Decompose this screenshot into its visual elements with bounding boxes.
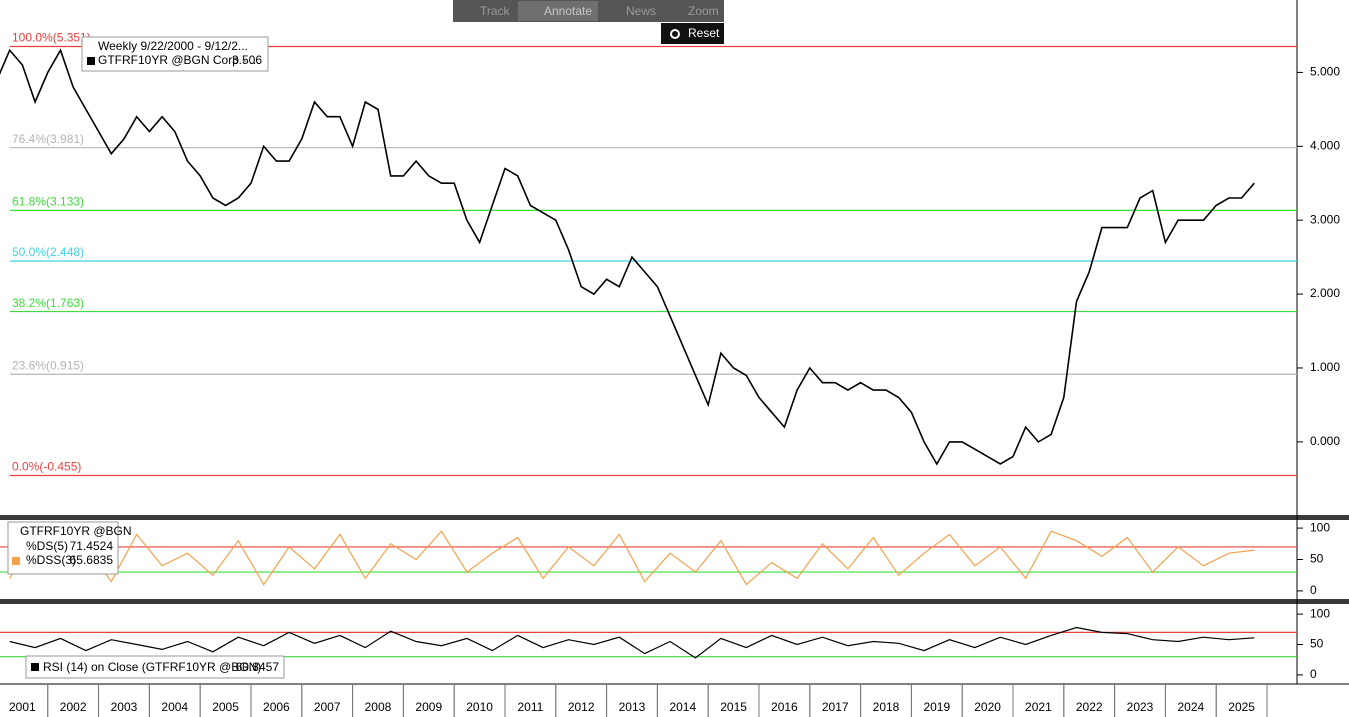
x-tick-label: 2017 [822,700,849,714]
x-tick-label: 2005 [212,700,239,714]
y-tick-label: 2.000 [1310,286,1340,300]
x-tick-label: 2024 [1177,700,1204,714]
y-tick-label: 5.000 [1310,65,1340,79]
news-button[interactable]: News [626,4,656,18]
reset-bg [661,23,724,44]
legend-name: GTFRF10YR @BGN Corp - ... [98,53,260,67]
legend-value: 65.6835 [70,553,114,567]
legend-swatch [31,663,39,671]
x-tick-label: 2012 [568,700,595,714]
x-tick-label: 2009 [415,700,442,714]
y-tick-label: 3.000 [1310,212,1340,226]
legend-name: RSI (14) on Close (GTFRF10YR @BGN) [43,660,261,674]
legend-subtitle: GTFRF10YR @BGN [20,524,132,538]
level-label: 38.2%(1.763) [12,296,84,310]
legend-name: %DS(5) [26,539,68,553]
x-tick-label: 2010 [466,700,493,714]
x-tick-label: 2015 [720,700,747,714]
legend-subtitle: Weekly 9/22/2000 - 9/12/2... [98,39,248,53]
level-label: 100.0%(5.351) [12,31,91,45]
x-tick-label: 2001 [9,700,36,714]
reset-icon [670,29,680,39]
x-tick-label: 2011 [517,700,543,714]
legend-box [81,36,269,72]
level-label: 0.0%(-0.455) [12,460,81,474]
series-line [9,530,1255,586]
button-bg [518,1,598,21]
legend-box [25,655,285,679]
y-tick-label: 0 [1310,667,1317,681]
x-tick-label: 2007 [314,700,341,714]
x-tick-label: 2004 [161,700,188,714]
legend-box [7,521,119,575]
y-tick-label: 100 [1310,606,1330,620]
reset-button[interactable]: Reset [688,26,720,40]
level-label: 50.0%(2.448) [12,245,84,259]
plot [9,626,1255,659]
x-tick-label: 2025 [1228,700,1255,714]
y-tick-label: 4.000 [1310,138,1340,152]
y-tick-label: 100 [1310,520,1330,534]
x-tick-label: 2021 [1025,700,1052,714]
toolbar: Track Annotate News Zoom Reset [453,0,724,44]
legend-value: 71.4524 [70,539,114,553]
y-tick-label: 0.000 [1310,434,1340,448]
panel-divider [0,515,1349,520]
legend-value: 60.8457 [236,660,280,674]
x-tick-label: 2014 [669,700,696,714]
legend-swatch [87,57,95,65]
annotate-button[interactable]: Annotate [544,4,592,18]
x-tick-label: 2002 [60,700,87,714]
x-tick-label: 2018 [873,700,900,714]
x-tick-label: 2016 [771,700,798,714]
x-tick-label: 2008 [365,700,392,714]
plot [9,530,1255,586]
legend-name: %DSS(3) [26,553,76,567]
x-tick-label: 2022 [1076,700,1103,714]
level-label: 76.4%(3.981) [12,132,84,146]
x-tick-label: 2006 [263,700,290,714]
panel-divider [0,599,1349,604]
zoom-button[interactable]: Zoom [688,4,719,18]
level-label: 23.6%(0.915) [12,358,84,372]
level-label: 61.8%(3.133) [12,195,84,209]
y-tick-label: 50 [1310,552,1324,566]
y-tick-label: 0 [1310,583,1317,597]
x-tick-label: 2020 [974,700,1001,714]
x-tick-label: 2023 [1127,700,1154,714]
series-line [0,48,1255,466]
y-tick-label: 1.000 [1310,360,1340,374]
series-line [9,626,1255,659]
x-tick-label: 2003 [111,700,138,714]
y-tick-label: 50 [1310,637,1324,651]
plot [0,48,1255,466]
legend-value: 3.506 [232,53,262,67]
x-tick-label: 2019 [923,700,950,714]
track-button[interactable]: Track [480,4,511,18]
x-tick-label: 2013 [619,700,646,714]
legend-swatch [12,557,20,565]
